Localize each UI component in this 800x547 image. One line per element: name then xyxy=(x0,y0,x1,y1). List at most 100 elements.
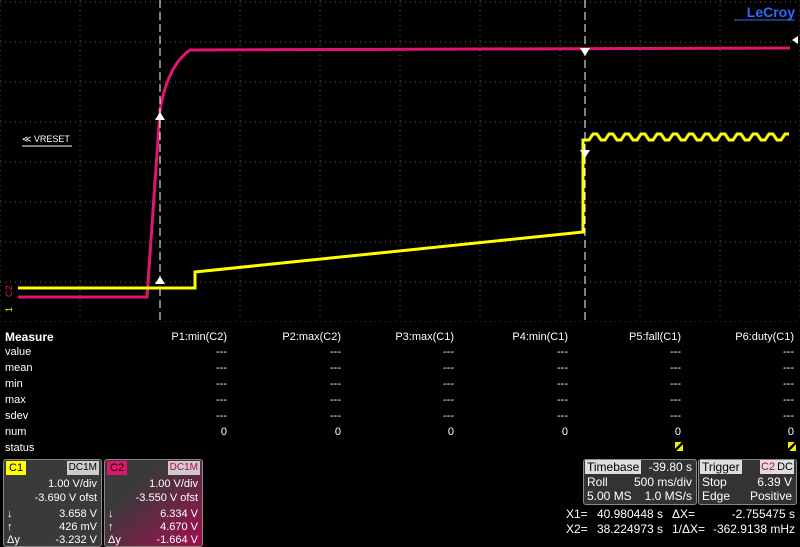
readout-value: 6.334 V xyxy=(160,508,198,520)
measure-column: P6:duty(C1) xyxy=(735,331,794,343)
readout-label: ↑ xyxy=(108,521,114,533)
measure-row-label: status xyxy=(5,442,35,454)
measure-column: P1:min(C2) xyxy=(171,331,227,343)
readout-value: 4.670 V xyxy=(160,521,198,533)
cursor-readout: X1= xyxy=(566,507,588,521)
reference-label: ≪ VRESET xyxy=(22,134,70,144)
measure-row-label: num xyxy=(5,426,27,438)
measure-cell: --- xyxy=(783,378,794,390)
readout-label: ↓ xyxy=(108,508,114,520)
readout-label: ↓ xyxy=(7,508,13,520)
measure-cell: --- xyxy=(330,410,341,422)
measure-cell: --- xyxy=(443,346,454,358)
measure-cell: --- xyxy=(443,378,454,390)
measure-cell: --- xyxy=(670,394,681,406)
channel-coupling: DC1M xyxy=(167,461,200,475)
readout-value: 426 mV xyxy=(59,521,97,533)
measure-column: P2:max(C2) xyxy=(282,331,341,343)
measure-cell: --- xyxy=(783,410,794,422)
measure-cell: --- xyxy=(783,362,794,374)
measure-cell: --- xyxy=(670,410,681,422)
measure-cell: --- xyxy=(783,394,794,406)
measure-title: Measure xyxy=(5,330,54,344)
readout-value: -3.232 V xyxy=(55,534,97,546)
measure-cell: 0 xyxy=(447,426,454,438)
measure-cell: --- xyxy=(557,410,568,422)
status-icon xyxy=(675,442,683,451)
trigger-field: Edge xyxy=(702,489,731,503)
measure-cell: --- xyxy=(670,362,681,374)
measure-column: P4:min(C1) xyxy=(512,331,568,343)
cursor-readout: 1/ΔX= xyxy=(672,522,706,536)
measure-cell: --- xyxy=(443,394,454,406)
status-icon xyxy=(788,442,796,451)
trigger-coupling: DC xyxy=(776,460,794,474)
channel-offset: -3.690 V ofst xyxy=(34,492,97,504)
measure-cell: --- xyxy=(330,362,341,374)
logo: LeCroy xyxy=(747,4,795,20)
readout-value: -1.664 V xyxy=(156,534,198,546)
measure-row-label: min xyxy=(5,378,23,390)
timebase-box[interactable]: Timebase -39.80 s Roll 500 ms/div 5.00 MS 1.0… xyxy=(583,459,697,505)
channel-coupling: DC1M xyxy=(66,461,99,475)
c1-marker: 1 xyxy=(4,307,14,312)
readout-label: Δy xyxy=(108,534,121,546)
channel-scale: 1.00 V/div xyxy=(149,478,198,490)
readout-label: ↑ xyxy=(7,521,13,533)
measure-cell: --- xyxy=(783,346,794,358)
cursor-arrows xyxy=(155,48,590,284)
channel-box[interactable]: C1 DC1M 1.00 V/div -3.690 V ofst ↓ 3.658 V ↑ 42… xyxy=(3,459,102,547)
measure-cell: --- xyxy=(216,394,227,406)
measure-cell: 0 xyxy=(787,426,794,438)
measure-cell: 0 xyxy=(334,426,341,438)
measure-column: P5:fall(C1) xyxy=(629,331,681,343)
channel-name: C2 xyxy=(107,461,128,475)
trigger-title: Trigger xyxy=(700,460,742,474)
measure-cell: --- xyxy=(443,410,454,422)
timebase-title: Timebase xyxy=(585,460,642,474)
trigger-field: Positive xyxy=(749,489,792,503)
waveform-display: LeCroy ≪ VRESET C2 1 xyxy=(0,0,800,322)
cursor-readout: -362.9138 mHz xyxy=(712,522,795,536)
measure-cell: --- xyxy=(216,346,227,358)
timebase-field: 500 ms/div xyxy=(633,475,692,489)
measure-row-label: value xyxy=(5,346,32,358)
measure-cell: 0 xyxy=(561,426,568,438)
trigger-box[interactable]: Trigger C2 DC Stop 6.39 V Edge Positive xyxy=(698,459,797,505)
measure-cell: --- xyxy=(557,362,568,374)
channel-box[interactable]: C2 DC1M 1.00 V/div -3.550 V ofst ↓ 6.334 V ↑ 4.… xyxy=(104,459,203,547)
measure-cell: --- xyxy=(557,378,568,390)
readout-value: 3.658 V xyxy=(59,508,97,520)
c2-trace xyxy=(18,46,791,299)
measure-row-label: mean xyxy=(5,362,33,374)
measure-cell: --- xyxy=(670,346,681,358)
readout-label: Δy xyxy=(7,534,20,546)
channel-offset: -3.550 V ofst xyxy=(135,492,198,504)
cursor-readout: 38.224973 s xyxy=(596,522,663,536)
measure-cell: --- xyxy=(670,378,681,390)
trigger-field: Stop xyxy=(702,475,727,489)
trigger-source: C2 xyxy=(759,460,776,474)
measure-cell: --- xyxy=(216,378,227,390)
measure-cell: --- xyxy=(557,394,568,406)
timebase-delay: -39.80 s xyxy=(648,460,692,474)
trigger-marker xyxy=(792,36,798,44)
channel-name: C1 xyxy=(6,461,27,475)
cursor-readout: X2= xyxy=(566,522,588,536)
measure-column: P3:max(C1) xyxy=(395,331,454,343)
channel-scale: 1.00 V/div xyxy=(48,478,97,490)
timebase-field: Roll xyxy=(587,475,608,489)
measure-cell: --- xyxy=(443,362,454,374)
trigger-field: 6.39 V xyxy=(757,475,792,489)
measure-row-label: sdev xyxy=(5,410,29,422)
cursor-readout: -2.755475 s xyxy=(731,507,795,521)
measure-cell: --- xyxy=(330,346,341,358)
measure-cell: --- xyxy=(216,410,227,422)
timebase-field: 1.0 MS/s xyxy=(644,489,692,503)
measure-cell: --- xyxy=(557,346,568,358)
measure-cell: 0 xyxy=(674,426,681,438)
c2-marker: C2 xyxy=(4,285,14,297)
cursor-readout: 40.980448 s xyxy=(596,507,663,521)
measure-row-label: max xyxy=(5,394,26,406)
